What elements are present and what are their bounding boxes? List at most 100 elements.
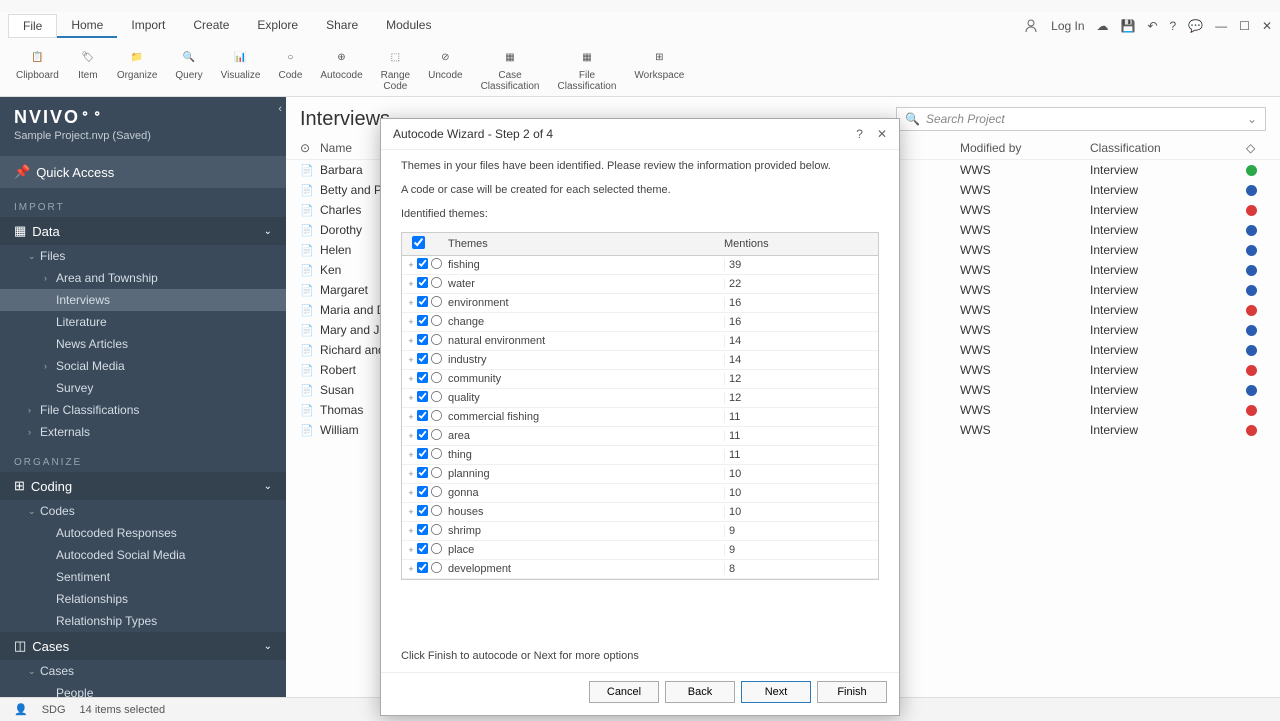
theme-checkbox[interactable] [417, 315, 428, 326]
theme-radio[interactable] [431, 334, 442, 345]
theme-radio[interactable] [431, 410, 442, 421]
theme-radio[interactable] [431, 524, 442, 535]
theme-radio[interactable] [431, 315, 442, 326]
ribbon-tab-modules[interactable]: Modules [372, 14, 445, 38]
theme-radio[interactable] [431, 429, 442, 440]
theme-radio[interactable] [431, 353, 442, 364]
theme-row[interactable]: +community12 [402, 370, 878, 389]
theme-row[interactable]: +water22 [402, 275, 878, 294]
theme-checkbox[interactable] [417, 353, 428, 364]
ribbon-tab-explore[interactable]: Explore [243, 14, 312, 38]
undo-icon[interactable]: ↶ [1147, 19, 1157, 33]
theme-checkbox[interactable] [417, 562, 428, 573]
theme-checkbox[interactable] [417, 448, 428, 459]
tool-uncode[interactable]: ⊘Uncode [420, 46, 470, 81]
theme-radio[interactable] [431, 391, 442, 402]
tree-item-survey[interactable]: Survey [0, 377, 286, 399]
tree-item-relationships[interactable]: Relationships [0, 588, 286, 610]
theme-radio[interactable] [431, 296, 442, 307]
chat-icon[interactable]: 💬 [1188, 19, 1203, 33]
theme-row[interactable]: +environment16 [402, 294, 878, 313]
theme-row[interactable]: +commercial fishing11 [402, 408, 878, 427]
col-themes[interactable]: Themes [430, 238, 724, 250]
dialog-close-icon[interactable]: ✕ [877, 127, 887, 141]
col-status[interactable]: ◇ [1246, 141, 1266, 155]
theme-row[interactable]: +development8 [402, 560, 878, 579]
tree-item-sentiment[interactable]: Sentiment [0, 566, 286, 588]
tree-item-literature[interactable]: Literature [0, 311, 286, 333]
minimize-icon[interactable]: — [1215, 19, 1227, 33]
theme-checkbox[interactable] [417, 467, 428, 478]
cancel-button[interactable]: Cancel [589, 681, 659, 703]
tool-autocode[interactable]: ⊕Autocode [312, 46, 370, 81]
tree-codes[interactable]: ⌄Codes [0, 500, 286, 522]
col-class[interactable]: Classification [1090, 141, 1246, 155]
tool-range-code[interactable]: ⬚RangeCode [373, 46, 418, 92]
tree-item-autocoded-social-media[interactable]: Autocoded Social Media [0, 544, 286, 566]
tree-coding[interactable]: ⊞ Coding⌄ [0, 472, 286, 500]
theme-row[interactable]: +gonna10 [402, 484, 878, 503]
tool-case-classification[interactable]: ▦CaseClassification [473, 46, 548, 92]
tree-cases[interactable]: ◫ Cases⌄ [0, 632, 286, 660]
search-input[interactable]: 🔍 Search Project ⌄ [896, 107, 1266, 131]
theme-radio[interactable] [431, 486, 442, 497]
col-icon[interactable]: ⊙ [300, 141, 320, 155]
tree-item-autocoded-responses[interactable]: Autocoded Responses [0, 522, 286, 544]
theme-radio[interactable] [431, 372, 442, 383]
theme-radio[interactable] [431, 448, 442, 459]
theme-row[interactable]: +fishing39 [402, 256, 878, 275]
theme-radio[interactable] [431, 258, 442, 269]
back-button[interactable]: Back [665, 681, 735, 703]
tree-item-people[interactable]: People [0, 682, 286, 697]
sidebar-collapse-icon[interactable]: ‹ [278, 103, 282, 115]
theme-checkbox[interactable] [417, 505, 428, 516]
theme-row[interactable]: +quality12 [402, 389, 878, 408]
tree-data[interactable]: ▦ Data⌄ [0, 217, 286, 245]
theme-checkbox[interactable] [417, 391, 428, 402]
theme-checkbox[interactable] [417, 524, 428, 535]
file-tab[interactable]: File [8, 14, 57, 38]
next-button[interactable]: Next [741, 681, 811, 703]
theme-row[interactable]: +natural environment14 [402, 332, 878, 351]
theme-radio[interactable] [431, 467, 442, 478]
theme-row[interactable]: +shrimp9 [402, 522, 878, 541]
close-icon[interactable]: ✕ [1262, 19, 1272, 33]
theme-checkbox[interactable] [417, 258, 428, 269]
col-mentions[interactable]: Mentions [724, 238, 874, 250]
login-link[interactable]: Log In [1051, 19, 1084, 33]
theme-checkbox[interactable] [417, 543, 428, 554]
theme-checkbox[interactable] [417, 296, 428, 307]
tool-clipboard[interactable]: 📋Clipboard [8, 46, 67, 81]
col-modified[interactable]: Modified by [960, 141, 1090, 155]
ribbon-tab-create[interactable]: Create [179, 14, 243, 38]
select-all-checkbox[interactable] [412, 236, 425, 249]
theme-radio[interactable] [431, 562, 442, 573]
theme-row[interactable]: +planning10 [402, 465, 878, 484]
chevron-down-icon[interactable]: ⌄ [1247, 112, 1257, 126]
ribbon-tab-import[interactable]: Import [117, 14, 179, 38]
tree-item-interviews[interactable]: Interviews [0, 289, 286, 311]
tool-file-classification[interactable]: ▦FileClassification [550, 46, 625, 92]
tool-organize[interactable]: 📁Organize [109, 46, 166, 81]
tree-item-relationship-types[interactable]: Relationship Types [0, 610, 286, 632]
save-icon[interactable]: 💾 [1121, 19, 1136, 33]
theme-checkbox[interactable] [417, 277, 428, 288]
tree-files[interactable]: ⌄Files [0, 245, 286, 267]
theme-checkbox[interactable] [417, 334, 428, 345]
tree-item-social-media[interactable]: ›Social Media [0, 355, 286, 377]
tool-query[interactable]: 🔍Query [167, 46, 210, 81]
theme-radio[interactable] [431, 277, 442, 288]
theme-radio[interactable] [431, 505, 442, 516]
cloud-icon[interactable]: ☁ [1097, 19, 1109, 33]
theme-row[interactable]: +thing11 [402, 446, 878, 465]
maximize-icon[interactable]: ☐ [1239, 19, 1250, 33]
theme-row[interactable]: +place9 [402, 541, 878, 560]
theme-checkbox[interactable] [417, 429, 428, 440]
theme-radio[interactable] [431, 543, 442, 554]
theme-row[interactable]: +industry14 [402, 351, 878, 370]
tree-cases2[interactable]: ⌄Cases [0, 660, 286, 682]
theme-checkbox[interactable] [417, 372, 428, 383]
dialog-help-icon[interactable]: ? [856, 127, 863, 141]
theme-row[interactable]: +houses10 [402, 503, 878, 522]
finish-button[interactable]: Finish [817, 681, 887, 703]
